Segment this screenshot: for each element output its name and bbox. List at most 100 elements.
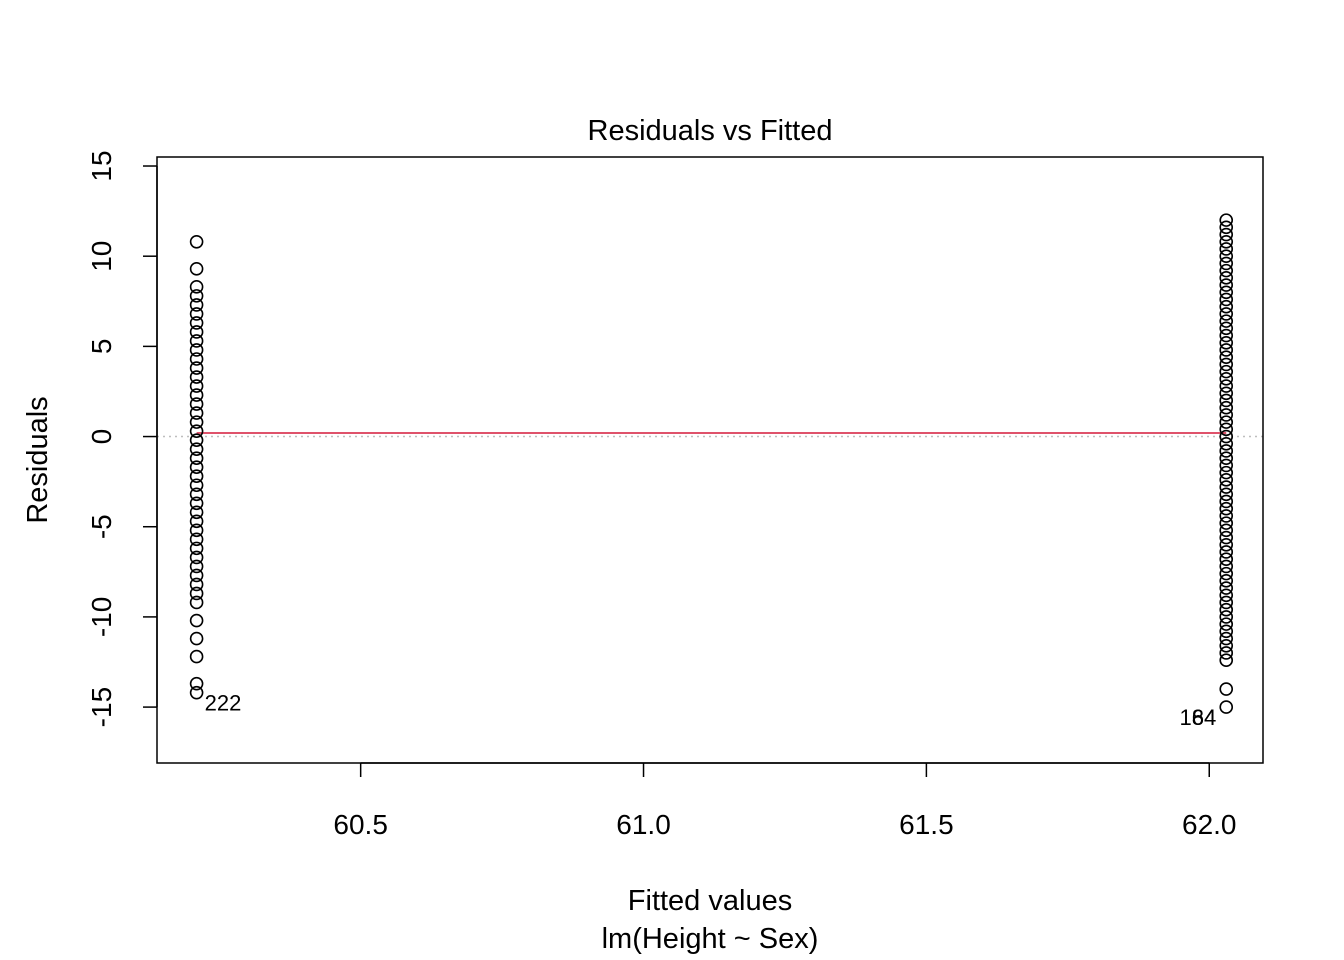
residual-point: [189, 234, 204, 249]
x-tick-label: 62.0: [1182, 809, 1237, 840]
residual-point: [1219, 436, 1234, 451]
residual-point: [1219, 343, 1234, 357]
residual-point: [1219, 559, 1234, 574]
y-tick-label: -10: [86, 597, 117, 637]
residual-point: [189, 559, 204, 574]
reference-lines: [157, 431, 1263, 438]
residual-point: [1219, 530, 1234, 545]
residual-point: [1219, 379, 1234, 393]
residual-point: [1219, 552, 1234, 566]
residual-point: [1219, 494, 1234, 509]
residual-point: [1219, 299, 1234, 314]
residual-point: [189, 280, 204, 294]
residual-point: [1219, 473, 1234, 487]
residual-point: [189, 460, 204, 475]
residual-point: [1219, 595, 1234, 610]
residual-point: [189, 676, 204, 691]
residual-point: [189, 415, 204, 429]
residual-point: [189, 523, 204, 538]
residual-point: [1219, 220, 1234, 235]
residual-point: [1219, 631, 1234, 646]
residual-point: [189, 316, 204, 330]
residual-point: [1219, 386, 1234, 401]
residual-point: [1219, 545, 1234, 559]
residual-point: [1219, 581, 1234, 595]
residual-point: [1219, 292, 1234, 307]
residual-point: [1219, 278, 1234, 292]
residual-point: [1219, 213, 1234, 227]
residual-point: [1219, 465, 1234, 480]
residual-point: [1219, 638, 1234, 653]
y-tick-label: -5: [86, 514, 117, 539]
residual-point: [189, 469, 204, 484]
residual-point: [1219, 617, 1234, 631]
outlier-label: 222: [205, 691, 242, 716]
residual-point: [1219, 682, 1234, 696]
residual-point: [1219, 314, 1234, 328]
x-tick-label: 60.5: [333, 809, 388, 840]
residual-point: [189, 478, 204, 493]
residual-point: [1219, 335, 1234, 350]
model-formula-label: lm(Height ~ Sex): [602, 923, 819, 955]
residual-point: [189, 514, 204, 529]
residual-point: [1219, 566, 1234, 581]
residual-point: [189, 586, 204, 601]
residual-point: [1219, 509, 1234, 523]
residual-point: [1219, 624, 1234, 639]
residual-point: [189, 406, 204, 420]
residual-point: [1219, 516, 1234, 530]
outlier-label: 184: [1180, 705, 1217, 730]
residual-point: [189, 262, 204, 276]
residual-point: [189, 325, 204, 339]
residual-point: [189, 649, 204, 664]
residual-point: [1219, 234, 1234, 249]
residual-point: [189, 289, 204, 303]
residual-point: [189, 685, 204, 700]
residual-point: [189, 631, 204, 646]
residual-point: [189, 541, 204, 556]
residual-point: [1219, 271, 1234, 285]
y-tick-label: 5: [86, 339, 117, 355]
residual-point: [189, 433, 204, 447]
residual-point: [1219, 523, 1234, 538]
residual-point: [1219, 429, 1234, 444]
y-tick-label: 10: [86, 241, 117, 272]
residual-point: [1219, 574, 1234, 588]
residual-point: [1219, 610, 1234, 624]
data-points: [189, 213, 1234, 714]
residual-point: [189, 361, 204, 375]
residual-point: [1219, 408, 1234, 422]
residual-point: [189, 451, 204, 465]
residual-point: [189, 334, 204, 348]
residual-point: [189, 343, 204, 357]
residual-point: [1219, 451, 1234, 465]
residual-point: [189, 550, 204, 565]
y-axis-label: Residuals: [22, 396, 54, 523]
residual-point: [189, 298, 204, 312]
y-axis: -15 -10 -5 0 5 10 15: [86, 150, 158, 727]
residual-point: [1219, 249, 1234, 263]
residual-point: [1219, 372, 1234, 386]
residual-point: [1219, 256, 1234, 271]
residual-point: [189, 307, 204, 321]
residual-point: [1219, 227, 1234, 242]
residual-point: [189, 388, 204, 402]
residual-point: [189, 595, 204, 610]
residual-point: [1219, 357, 1234, 372]
residual-point: [189, 379, 204, 393]
residual-point: [189, 568, 204, 583]
residual-point: [1219, 422, 1234, 437]
residual-point: [1219, 415, 1234, 429]
residual-point: [1219, 537, 1234, 552]
residual-point: [1219, 700, 1234, 714]
residual-point: [189, 370, 204, 384]
residual-point: [189, 532, 204, 547]
chart-title: Residuals vs Fitted: [588, 115, 833, 147]
residual-point: [1219, 321, 1234, 336]
residual-point: [189, 613, 204, 628]
x-tick-label: 61.5: [899, 809, 954, 840]
residual-point: [1219, 350, 1234, 364]
plot-frame: [156, 156, 1264, 764]
residual-point: [1219, 588, 1234, 603]
